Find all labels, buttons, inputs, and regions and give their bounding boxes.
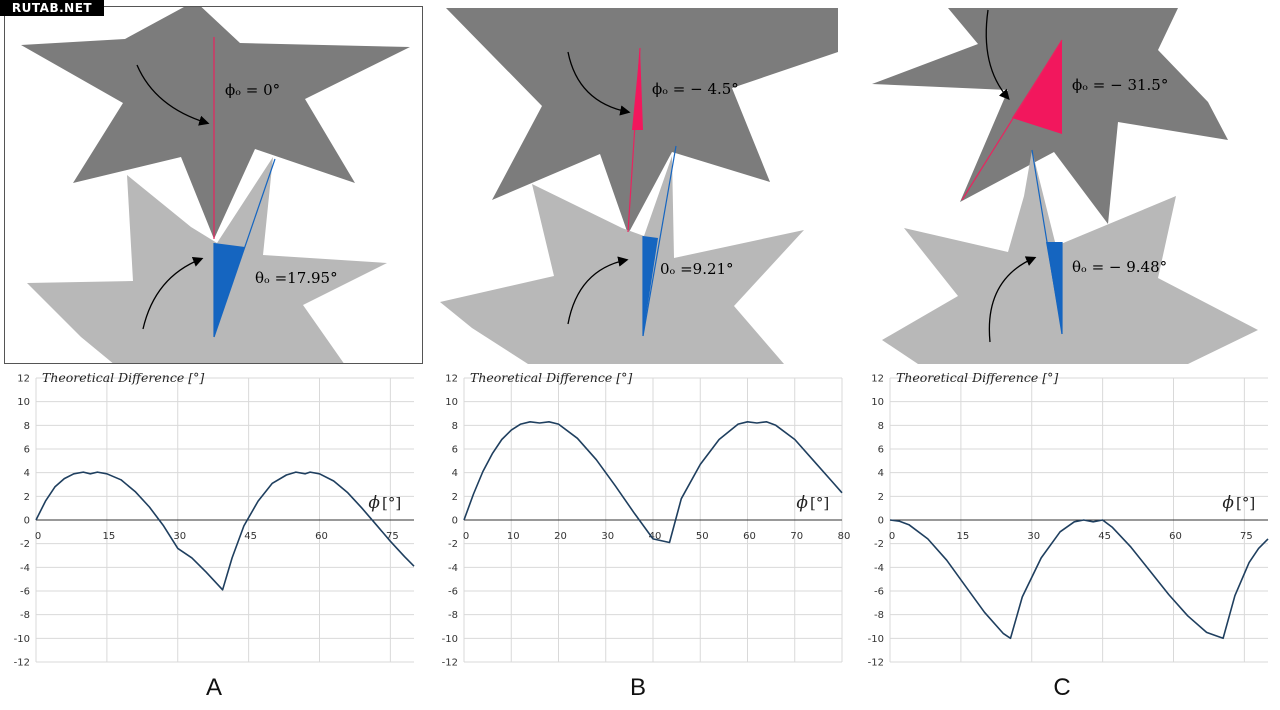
red-angle-wedge [632, 48, 643, 130]
chart-title: Theoretical Difference [°] [42, 370, 204, 385]
y-tick-label: 10 [17, 397, 30, 408]
difference-chart-c: -12 -10 -8 -6 -4 -2 0 2 4 6 8 10 12 0 15 30 45 60 75 Theore… [858, 366, 1276, 670]
x-tick-label: 80 [838, 531, 850, 542]
theta-label: θₒ = − 9.48° [1072, 258, 1167, 276]
y-tick-label: 6 [452, 445, 458, 456]
y-tick-label: 6 [24, 445, 30, 456]
y-tick-label: 12 [445, 374, 458, 385]
y-tick-label: -8 [20, 610, 30, 621]
y-tick-label: 4 [878, 468, 884, 479]
y-tick-label: 6 [878, 445, 884, 456]
panel-label-a: A [205, 674, 222, 701]
difference-curve [463, 421, 843, 544]
x-tick-label: 15 [957, 531, 970, 542]
x-tick-label: 30 [1027, 531, 1040, 542]
y-tick-label: 2 [452, 492, 458, 503]
x-axis-symbol: ϕ [1222, 493, 1234, 513]
x-tick-label: 45 [244, 531, 257, 542]
y-tick-label: 0 [24, 516, 30, 527]
x-axis-symbol: ϕ [368, 493, 380, 513]
y-tick-label: -2 [20, 539, 30, 550]
y-tick-label: -12 [14, 658, 30, 669]
x-tick-label: 70 [790, 531, 803, 542]
x-axis-unit: [°] [382, 494, 401, 512]
y-tick-label: -10 [868, 634, 884, 645]
x-axis-symbol: ϕ [796, 493, 808, 513]
y-tick-label: 8 [452, 421, 458, 432]
y-tick-label: 2 [24, 492, 30, 503]
y-tick-label: -12 [442, 658, 458, 669]
y-tick-label: -6 [448, 587, 458, 598]
gear-diagram-c: ϕₒ = − 31.5° θₒ = − 9.48° [858, 6, 1276, 364]
difference-chart-a: -12 -10 -8 -6 -4 -2 0 2 4 6 8 10 12 0 15 30 45 60 75 Theore… [4, 366, 423, 670]
y-tick-label: -2 [448, 539, 458, 550]
y-tick-label: 8 [24, 421, 30, 432]
difference-chart-b: -12 -10 -8 -6 -4 -2 0 2 4 6 8 10 12 0 10 20 30 40 50 60 70 80… [432, 366, 850, 670]
gear-diagram-b: ϕₒ = − 4.5° 0ₒ =9.21° [432, 6, 850, 364]
phi-label: ϕₒ = − 4.5° [652, 80, 739, 98]
x-tick-label: 50 [696, 531, 709, 542]
difference-curve [889, 519, 1269, 640]
y-tick-label: -2 [874, 539, 884, 550]
upper-gear [21, 7, 410, 239]
y-tick-label: 10 [445, 397, 458, 408]
y-tick-label: 12 [17, 374, 30, 385]
y-tick-label: 8 [878, 421, 884, 432]
lower-gear [882, 150, 1258, 364]
x-tick-label: 30 [601, 531, 614, 542]
x-tick-label: 30 [173, 531, 186, 542]
y-tick-label: -6 [874, 587, 884, 598]
x-tick-label: 60 [1169, 531, 1182, 542]
panel-label-b: B [629, 674, 646, 701]
y-tick-label: 2 [878, 492, 884, 503]
phi-label: ϕₒ = − 31.5° [1072, 76, 1168, 94]
x-tick-label: 20 [554, 531, 567, 542]
gear-diagram-a: ϕₒ = 0° θₒ =17.95° [4, 6, 423, 364]
x-tick-label: 45 [1098, 531, 1111, 542]
y-tick-label: 12 [871, 374, 884, 385]
y-tick-label: -8 [874, 610, 884, 621]
x-tick-label: 0 [35, 531, 41, 542]
x-tick-label: 60 [315, 531, 328, 542]
y-tick-label: 0 [452, 516, 458, 527]
x-tick-label: 60 [743, 531, 756, 542]
y-tick-label: 10 [871, 397, 884, 408]
y-tick-label: -4 [20, 563, 30, 574]
x-tick-label: 40 [649, 531, 662, 542]
y-tick-label: -12 [868, 658, 884, 669]
y-tick-label: 4 [24, 468, 30, 479]
x-tick-label: 75 [1240, 531, 1253, 542]
chart-title: Theoretical Difference [°] [896, 370, 1058, 385]
x-axis-unit: [°] [1236, 494, 1255, 512]
x-tick-label: 15 [103, 531, 116, 542]
x-tick-label: 75 [386, 531, 399, 542]
y-tick-label: -4 [874, 563, 884, 574]
x-tick-label: 0 [463, 531, 469, 542]
y-tick-label: -4 [448, 563, 458, 574]
y-tick-label: -8 [448, 610, 458, 621]
y-tick-label: 4 [452, 468, 458, 479]
theta-label: 0ₒ =9.21° [660, 260, 734, 278]
x-axis-unit: [°] [810, 494, 829, 512]
y-tick-label: -6 [20, 587, 30, 598]
y-tick-label: -10 [14, 634, 30, 645]
panel-label-c: C [1053, 674, 1071, 701]
y-tick-label: -10 [442, 634, 458, 645]
watermark-badge: RUTAB.NET [0, 0, 104, 16]
x-tick-label: 0 [889, 531, 895, 542]
theta-label: θₒ =17.95° [255, 269, 338, 287]
phi-label: ϕₒ = 0° [225, 81, 280, 99]
x-tick-label: 10 [507, 531, 520, 542]
red-angle-wedge [1012, 40, 1062, 134]
y-tick-label: 0 [878, 516, 884, 527]
difference-curve [35, 471, 415, 591]
lower-gear [27, 157, 387, 363]
chart-title: Theoretical Difference [°] [470, 370, 632, 385]
